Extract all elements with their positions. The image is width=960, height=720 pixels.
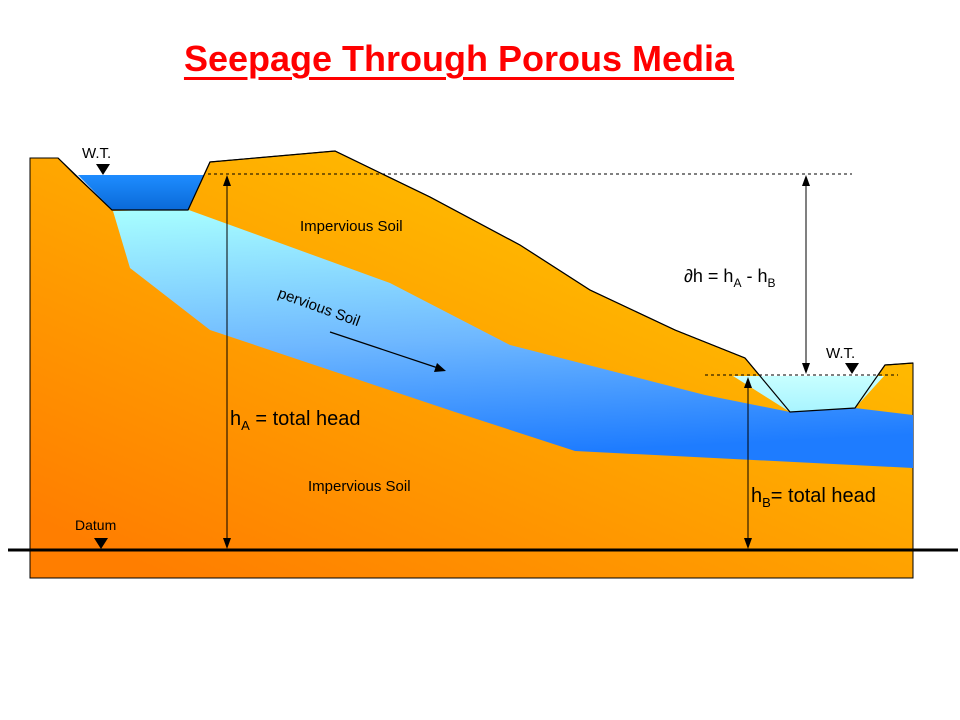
delta-h-text: h = h [693,266,734,286]
delta-h-minus: - h [741,266,767,286]
delta-h-subscript-b: B [767,276,775,290]
water-table-marker-left [96,164,110,175]
datum-marker [94,538,108,549]
delta-h-label: ∂h = hA - hB [684,266,776,290]
ha-subscript: A [241,418,250,433]
impervious-soil-label-top: Impervious Soil [300,218,403,235]
pervious-soil-layer [113,209,913,468]
ha-h: h [230,408,241,430]
hb-text: = total head [771,485,876,507]
ha-dimension-arrow [223,175,231,549]
delta-h-subscript-a: A [733,276,741,290]
delta-symbol: ∂ [684,266,693,286]
ha-label: hA = total head [230,408,360,433]
hb-dimension-arrow [744,377,752,549]
right-reservoir-water [733,376,884,412]
hb-h: h [751,485,762,507]
hb-subscript: B [762,495,771,510]
water-table-label-right: W.T. [826,345,855,362]
water-table-label-left: W.T. [82,145,111,162]
water-table-marker-right [845,363,859,374]
ha-text: = total head [250,408,361,430]
delta-h-dimension-arrow [802,175,810,374]
datum-label: Datum [75,517,116,533]
hb-label: hB= total head [751,485,876,510]
ground-surface-outline [57,150,914,413]
impervious-soil-label-bottom: Impervious Soil [308,478,411,495]
flow-direction-arrow [329,331,446,372]
left-reservoir-water [78,175,204,210]
page-title: Seepage Through Porous Media [183,38,735,79]
